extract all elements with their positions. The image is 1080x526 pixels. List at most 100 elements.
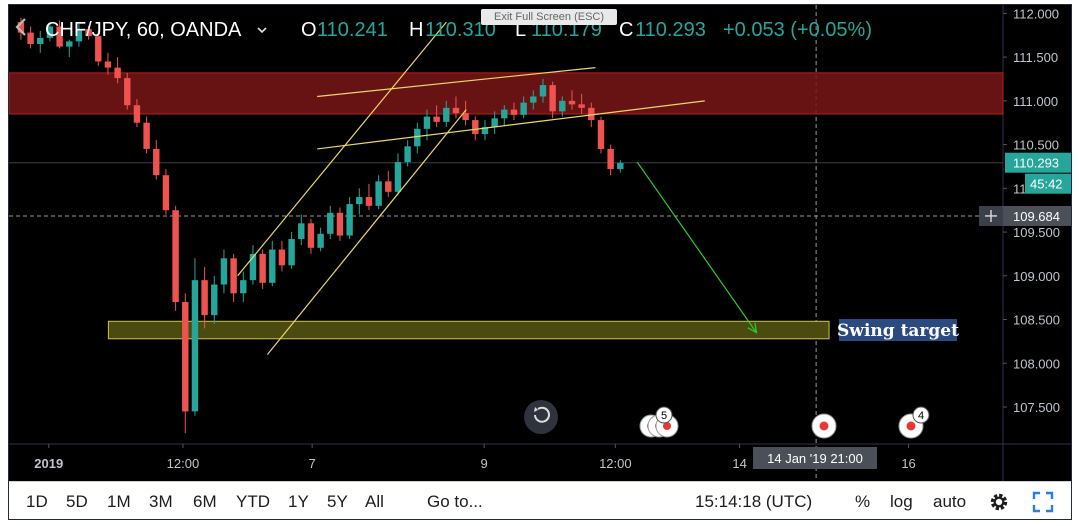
range-1m[interactable]: 1M	[107, 492, 131, 511]
chart-area[interactable]: 112.000111.500111.000110.500110.000109.5…	[8, 4, 1072, 520]
candle-body	[249, 253, 257, 281]
candle-body	[317, 233, 324, 248]
ohlc-value: 110.241	[317, 19, 388, 41]
price-tick-label: 111.000	[1013, 94, 1058, 109]
range-1y[interactable]: 1Y	[288, 492, 309, 511]
candle-body	[597, 120, 605, 149]
candle-body	[182, 302, 189, 412]
exit-fullscreen-button[interactable]: Exit Full Screen (ESC)	[481, 9, 617, 25]
candle-body	[414, 128, 421, 147]
goto-button[interactable]: Go to...	[427, 492, 483, 511]
candle-body	[346, 204, 353, 236]
candle-body	[307, 223, 315, 248]
range-1d[interactable]: 1D	[26, 492, 48, 511]
forecast-arrow[interactable]	[636, 161, 757, 334]
event-count: 4	[918, 410, 924, 422]
candle-body	[191, 280, 199, 412]
candle-body	[298, 223, 305, 240]
price-tick-label: 109.500	[1013, 225, 1060, 240]
chart-canvas[interactable]: 112.000111.500111.000110.500110.000109.5…	[9, 5, 1072, 481]
gear-icon[interactable]	[987, 490, 1011, 514]
target-zone	[107, 320, 830, 340]
candle-body	[66, 41, 73, 47]
crosshair-price-value: 109.684	[1013, 209, 1060, 224]
candle-body	[327, 212, 334, 234]
candle-body	[124, 78, 131, 106]
candle-body	[37, 37, 44, 44]
candle-body	[56, 26, 63, 47]
range-6m[interactable]: 6M	[193, 492, 217, 511]
candle-body	[104, 61, 112, 68]
candle-body	[607, 148, 614, 170]
candle-body	[491, 118, 498, 128]
time-axis: 2019 12:00 7 9 12:00 14 16 14 Jan '19 21:00	[34, 444, 916, 471]
time-tick-label: 7	[309, 456, 316, 471]
candle-body	[568, 100, 576, 105]
price-tick-label: 110.500	[1013, 138, 1059, 153]
trendline[interactable]	[317, 100, 705, 150]
price-tick-label: 112.000	[1013, 6, 1059, 21]
candle-body	[230, 258, 237, 294]
crosshair-time-value: 14 Jan '19 21:00	[767, 451, 863, 466]
range-5y[interactable]: 5Y	[327, 492, 348, 511]
crosshair-time-badge	[753, 447, 877, 469]
candle-body	[201, 280, 208, 316]
candle-body	[269, 249, 276, 283]
candle-body	[211, 284, 218, 316]
range-5d[interactable]: 5D	[66, 492, 88, 511]
trendline[interactable]	[237, 21, 447, 277]
trendline[interactable]	[317, 67, 596, 98]
candle-body	[462, 113, 469, 121]
event-dot	[663, 422, 671, 430]
candle-body	[530, 96, 537, 103]
candle-body	[172, 210, 179, 303]
range-3m[interactable]: 3M	[149, 492, 173, 511]
price-tick-label: 109.000	[1013, 269, 1060, 284]
percent-toggle[interactable]: %	[855, 492, 871, 511]
candle-body	[404, 146, 411, 163]
candle-body	[143, 122, 150, 149]
candle-body	[220, 258, 228, 285]
candle-body	[617, 162, 624, 170]
chevron-down-icon[interactable]	[257, 27, 267, 34]
replay-icon	[534, 406, 550, 423]
log-toggle[interactable]: log	[890, 492, 913, 511]
range-ytd[interactable]: YTD	[236, 492, 270, 511]
last-price-value: 110.293	[1013, 156, 1059, 171]
candle-body	[588, 107, 595, 121]
swing-target-label[interactable]: Swing target	[837, 321, 959, 341]
replay-button[interactable]	[524, 400, 558, 434]
ohlc-value: 110.310	[425, 19, 496, 41]
candle-body	[336, 212, 344, 236]
trendline[interactable]	[266, 109, 467, 355]
candle-body	[375, 181, 382, 206]
candle-body	[133, 105, 141, 123]
candle-body	[356, 197, 363, 205]
price-tick-label: 111.500	[1013, 50, 1058, 65]
fullscreen-icon[interactable]	[1031, 490, 1055, 514]
candle-body	[85, 29, 92, 37]
ohlc-label: C	[619, 19, 633, 41]
candle-body	[162, 175, 170, 211]
crosshair-price-badge	[1003, 205, 1071, 226]
auto-toggle[interactable]: auto	[933, 492, 967, 511]
symbol-title[interactable]: CHF/JPY, 60, OANDA	[45, 19, 242, 41]
utc-clock[interactable]: 15:14:18 (UTC)	[695, 492, 813, 511]
arrowhead	[747, 322, 758, 334]
event-dot	[819, 421, 829, 431]
range-all[interactable]: All	[365, 492, 384, 511]
candle-body	[288, 239, 295, 266]
candle-body	[501, 109, 508, 119]
candle-body	[578, 104, 585, 108]
ohlc-label: O	[301, 19, 317, 41]
price-tick-label: 108.000	[1013, 356, 1060, 371]
candle-body	[95, 36, 102, 62]
candle-body	[27, 32, 34, 44]
time-tick-label: 2019	[34, 456, 63, 471]
candle-body	[153, 148, 160, 176]
candles	[17, 17, 624, 434]
overlays: Swing target 5 4	[524, 319, 959, 439]
ohlc-label: H	[409, 19, 423, 41]
collapse-legend-icon[interactable]	[15, 18, 26, 36]
candle-body	[240, 280, 247, 294]
